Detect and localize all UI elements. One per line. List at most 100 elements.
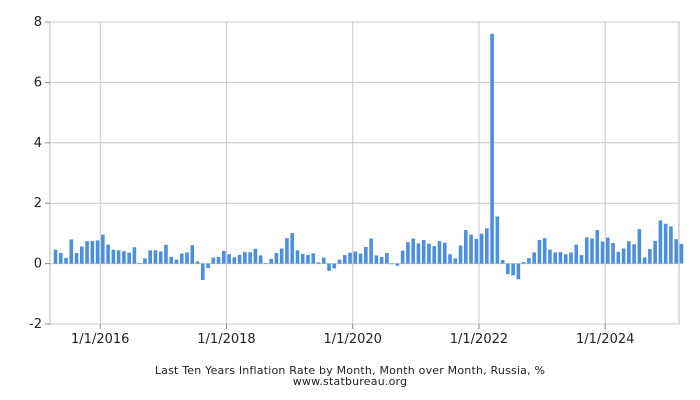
x-axis-ticks: 1/1/2016 1/1/2018 1/1/2020 1/1/2022 1/1/2024 — [71, 324, 634, 347]
bar-2023-01 — [542, 238, 547, 264]
bar-2017-05 — [185, 252, 189, 264]
bar-2016-08 — [137, 263, 142, 264]
bar-2022-01 — [479, 233, 484, 264]
bar-2018-02 — [232, 257, 237, 264]
bar-2018-01 — [227, 254, 231, 264]
bar-2020-02 — [358, 253, 363, 264]
bar-2020-09 — [395, 263, 400, 266]
x-tick-label: 1/1/2022 — [450, 332, 508, 347]
plot-area — [49, 21, 680, 325]
x-tick-label: 1/1/2024 — [576, 332, 634, 347]
bar-2024-06 — [632, 244, 636, 264]
bar-2021-01 — [416, 243, 421, 264]
bar-2018-05 — [248, 252, 252, 264]
bar-2025-01 — [669, 226, 673, 264]
bar-2015-08 — [74, 253, 79, 264]
bar-2015-04 — [53, 249, 58, 264]
bar-2017-10 — [211, 257, 216, 264]
bar-2022-02 — [485, 228, 489, 264]
bar-series — [53, 33, 684, 280]
bar-2020-07 — [385, 253, 389, 264]
bar-2016-11 — [153, 250, 158, 264]
y-tick-label: 8 — [34, 15, 42, 30]
bar-2021-10 — [463, 230, 468, 264]
bar-2015-10 — [85, 241, 89, 264]
bar-2015-09 — [80, 246, 84, 264]
bar-2024-08 — [642, 257, 647, 264]
bar-2016-10 — [148, 250, 152, 264]
bar-2023-06 — [569, 252, 573, 264]
bar-2016-02 — [106, 244, 110, 264]
bar-2023-09 — [584, 237, 589, 264]
bar-2020-10 — [400, 250, 405, 264]
bar-2024-11 — [658, 220, 663, 264]
bar-2022-05 — [500, 259, 505, 264]
bar-2017-03 — [174, 259, 179, 264]
bar-2018-09 — [269, 258, 273, 264]
bar-2019-05 — [311, 253, 316, 264]
bar-2015-07 — [69, 239, 74, 264]
bar-2019-07 — [321, 257, 326, 264]
bar-2023-10 — [590, 238, 594, 264]
bar-2017-11 — [216, 256, 221, 264]
bar-2020-12 — [411, 238, 415, 264]
bar-2019-09 — [332, 263, 337, 269]
bar-2023-07 — [574, 244, 579, 264]
bar-2024-04 — [621, 248, 626, 264]
bar-2022-11 — [532, 252, 536, 264]
bar-2022-10 — [527, 258, 531, 264]
bar-2020-04 — [369, 238, 373, 264]
bar-2020-01 — [353, 251, 358, 264]
bar-2020-05 — [374, 255, 379, 264]
y-tick-label: -2 — [29, 317, 42, 332]
bar-2021-12 — [474, 238, 479, 264]
bar-2021-06 — [442, 242, 447, 264]
bar-2016-06 — [127, 252, 131, 264]
x-tick-label: 1/1/2016 — [71, 332, 129, 347]
y-axis-ticks: -2 0 2 4 6 8 — [29, 15, 50, 332]
bar-2018-07 — [258, 255, 263, 264]
bar-2021-02 — [421, 240, 426, 264]
bar-2024-07 — [637, 229, 642, 264]
bar-2016-03 — [111, 249, 116, 264]
bar-2023-04 — [558, 252, 563, 264]
bar-2022-07 — [511, 263, 515, 276]
bar-2022-06 — [506, 263, 510, 275]
bar-2016-01 — [101, 234, 105, 264]
bar-2022-12 — [537, 240, 542, 264]
bar-2020-08 — [390, 263, 394, 265]
bar-2015-06 — [64, 257, 68, 264]
bar-2025-03 — [679, 243, 684, 264]
bar-2022-03 — [490, 33, 494, 264]
bar-2020-06 — [379, 256, 384, 264]
bar-2022-04 — [495, 216, 500, 264]
bar-2023-08 — [579, 255, 584, 264]
bar-2024-05 — [627, 241, 631, 264]
bar-2018-11 — [279, 248, 284, 264]
bar-2020-11 — [406, 242, 410, 264]
bar-2016-07 — [132, 247, 137, 264]
y-tick-label: 6 — [34, 75, 42, 90]
bar-2024-12 — [663, 223, 668, 264]
bar-2019-10 — [337, 259, 342, 264]
x-tick-label: 1/1/2018 — [197, 332, 255, 347]
bar-2021-08 — [453, 258, 458, 264]
bar-2017-01 — [164, 244, 168, 264]
bar-2016-04 — [116, 250, 121, 264]
bar-2024-02 — [611, 243, 615, 264]
bar-2025-02 — [674, 239, 678, 264]
bar-2015-05 — [58, 253, 63, 264]
bar-2022-09 — [521, 262, 526, 264]
bar-2016-12 — [158, 251, 163, 264]
bar-2017-04 — [179, 253, 184, 264]
bar-2019-08 — [327, 263, 331, 271]
bar-2017-09 — [206, 263, 210, 269]
bar-2018-06 — [253, 248, 258, 264]
bar-2017-12 — [222, 250, 226, 264]
chart-title: Last Ten Years Inflation Rate by Month, … — [154, 364, 546, 377]
bar-2024-03 — [616, 251, 621, 264]
bar-2018-04 — [243, 252, 247, 264]
y-tick-label: 4 — [34, 136, 42, 151]
bar-2018-12 — [285, 238, 289, 264]
